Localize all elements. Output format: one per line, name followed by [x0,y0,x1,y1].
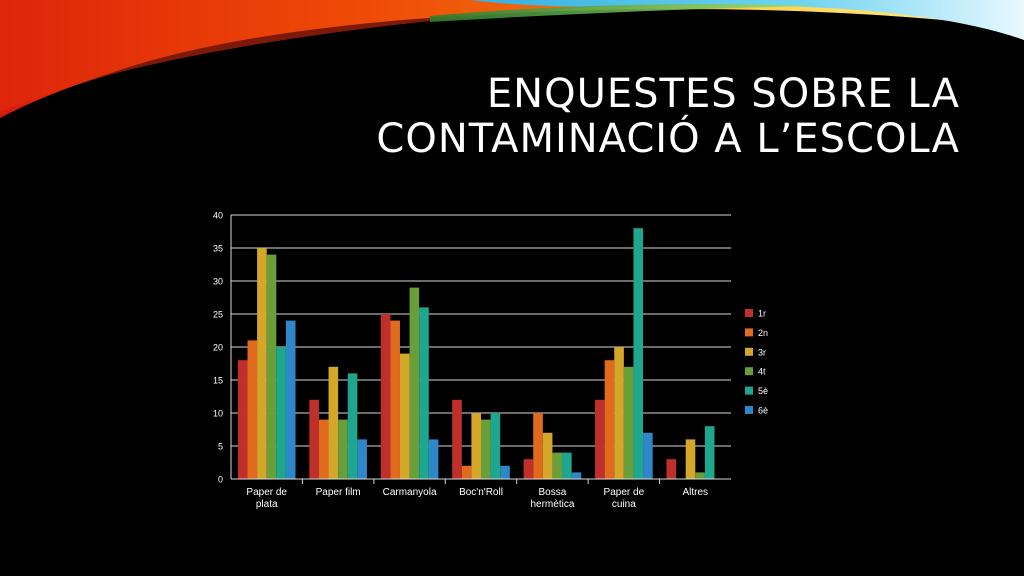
bar-5è [419,307,429,479]
x-tick-label: cuina [612,499,636,510]
legend-swatch [745,328,753,337]
legend-label: 3r [758,347,766,357]
cool-swoosh [470,0,1024,40]
legend-swatch [745,386,753,395]
bar-5è [704,426,715,479]
chart-bars [237,228,715,479]
legend-label: 2n [758,328,768,338]
bar-1r [452,399,462,479]
y-tick-label: 0 [218,475,223,485]
bar-4t [266,254,277,479]
x-tick-label: Altres [683,487,709,498]
slide-title: ENQUESTES SOBRE LA CONTAMINACIÓ A L’ESCO… [260,72,960,162]
bar-1r [309,399,319,479]
legend-swatch [745,347,753,356]
bar-6è [500,465,510,479]
bar-2n [390,320,400,479]
bar-2n [461,465,472,479]
legend-label: 1r [758,309,766,319]
bar-1r [380,314,391,479]
chart-gridlines [231,214,731,447]
y-axis: 0 5 10 15 20 25 30 35 40 [213,211,232,485]
x-tick-label: Paper de [246,487,287,498]
x-tick-label: plata [256,499,278,510]
bar-4t [409,287,420,479]
bar-5è [490,413,501,479]
y-tick-label: 10 [213,409,223,419]
bar-4t [338,419,348,479]
bar-5è [347,373,358,479]
bar-1r [523,459,534,479]
x-tick-label: hermètica [530,499,574,510]
legend-label: 6è [758,406,768,416]
legend-label: 4t [758,367,766,377]
chart-legend: 1r 2n 3r 4t 5è 6è [745,309,768,416]
bar-6è [428,439,439,479]
bar-3r [685,439,696,479]
x-tick-label: Paper de [604,487,645,498]
x-tick-label: Boc'n'Roll [459,487,503,498]
bar-4t [695,472,705,479]
bar-3r [471,413,481,479]
bar-6è [643,432,653,479]
bar-3r [399,353,410,479]
bar-6è [357,439,367,479]
bar-3r [257,248,267,479]
bar-6è [571,472,582,479]
title-line-1: ENQUESTES SOBRE LA [486,71,960,117]
bar-4t [552,452,563,479]
bar-5è [276,347,286,479]
bar-4t [481,419,491,479]
title-line-2: CONTAMINACIÓ A L’ESCOLA [376,116,960,162]
legend-swatch [745,309,753,317]
y-tick-label: 35 [213,244,223,254]
bar-3r [542,432,553,479]
bar-6è [285,320,296,479]
legend-label: 5è [758,386,768,396]
y-tick-label: 15 [213,376,223,386]
legend-swatch [745,406,753,414]
y-tick-label: 25 [213,310,223,320]
x-tick-label: Paper film [316,487,361,498]
green-swoosh [430,4,820,22]
bar-1r [237,360,248,479]
bar-1r [666,459,677,479]
bar-3r [328,366,339,479]
bar-5è [562,452,572,479]
bar-4t [623,366,634,479]
bar-2n [318,419,329,479]
bar-5è [633,228,644,479]
x-tick-label: Bossa [539,487,567,498]
y-tick-label: 30 [213,277,223,287]
bar-1r [595,399,605,479]
x-tick-label: Carmanyola [383,487,437,498]
decorative-swoosh [0,0,1024,118]
y-tick-label: 5 [218,442,223,452]
legend-swatch [745,367,753,376]
y-tick-label: 40 [213,211,223,221]
bar-3r [614,347,624,479]
bar-2n [604,360,615,479]
red-swoosh [0,0,700,112]
y-tick-label: 20 [213,343,223,353]
bar-2n [533,413,543,479]
bar-2n [247,340,258,479]
